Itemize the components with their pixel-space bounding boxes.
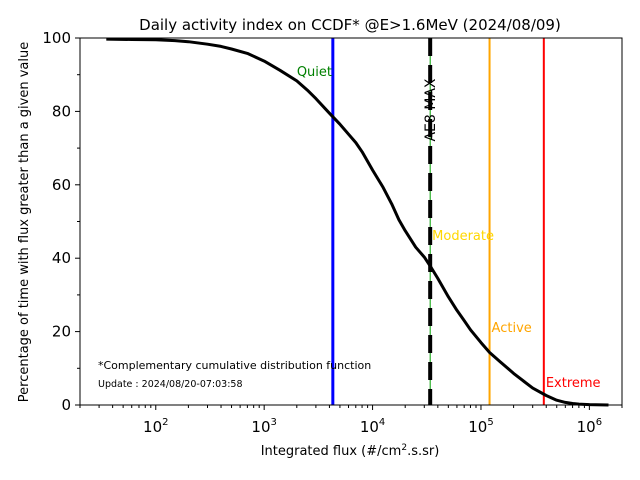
footnote: *Complementary cumulative distribution f…: [98, 359, 371, 372]
y-axis: 0 20 40 60 80 100: [42, 29, 80, 414]
x-tick-label: 102: [143, 417, 168, 436]
threshold-label-moderate: Moderate: [432, 229, 494, 244]
plot-area: AE8 MAX Quiet Moderate Active Extreme: [106, 37, 609, 407]
x-axis-label: Integrated flux (#/cm2.s.sr): [261, 443, 440, 459]
y-tick-label: 20: [52, 323, 71, 341]
x-tick-label: 106: [577, 417, 602, 436]
x-axis-label-end: .s.sr): [407, 444, 439, 459]
y-tick-label: 80: [52, 102, 71, 120]
update-timestamp: Update : 2024/08/20-07:03:58: [98, 379, 243, 390]
x-axis-label-main: Integrated flux (#/cm: [261, 444, 402, 459]
threshold-label-quiet: Quiet: [297, 65, 332, 80]
ccdf-series-line: [106, 37, 609, 407]
y-tick-label: 40: [52, 249, 71, 267]
x-tick-label: 104: [360, 417, 385, 436]
ae8-max-label: AE8 MAX: [423, 78, 439, 141]
y-tick-label: 100: [42, 29, 71, 47]
x-tick-label: 105: [468, 417, 493, 436]
threshold-label-extreme: Extreme: [546, 376, 601, 391]
x-axis-label-sup: 2: [401, 443, 407, 453]
y-tick-label: 0: [61, 396, 71, 414]
chart-title: Daily activity index on CCDF* @E>1.6MeV …: [139, 16, 561, 34]
y-tick-label: 60: [52, 176, 71, 194]
x-axis: 102 103 104 105 106: [79, 405, 623, 436]
plot-frame: [79, 37, 623, 406]
threshold-label-active: Active: [492, 321, 532, 336]
y-axis-label: Percentage of time with flux greater tha…: [17, 42, 32, 402]
x-tick-label: 103: [251, 417, 276, 436]
